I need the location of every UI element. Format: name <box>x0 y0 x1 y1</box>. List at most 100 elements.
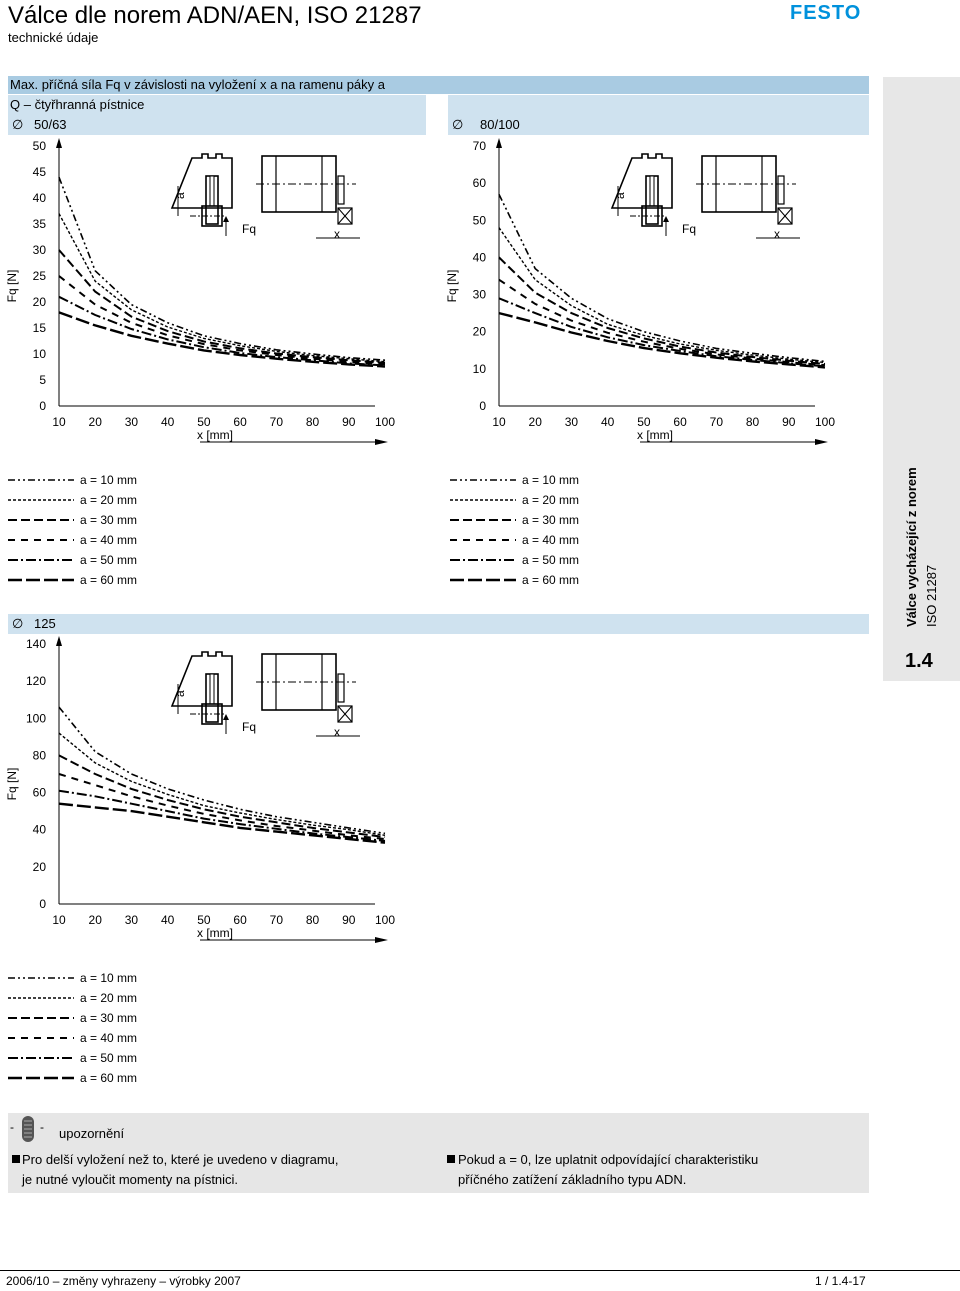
logo-text: FESTO <box>790 2 861 22</box>
x-axis-arrow-icon <box>375 439 388 445</box>
legend-label-5: a = 50 mm <box>80 553 137 567</box>
y-tick-label: 40 <box>473 250 487 264</box>
x-tick-label: 100 <box>375 913 395 927</box>
y-tick-label: 15 <box>33 321 47 335</box>
y-tick-label: 60 <box>473 176 487 190</box>
x-tick-label: 60 <box>673 415 687 429</box>
warning-label: upozornění <box>59 1126 125 1141</box>
y-axis-label: Fq [N] <box>5 768 19 801</box>
y-tick-label: 140 <box>26 637 46 651</box>
series-line-4 <box>58 773 386 840</box>
size-label-b: 80/100 <box>480 117 520 132</box>
sketch-x-label: x <box>334 227 340 241</box>
x-tick-label: 60 <box>233 415 247 429</box>
x-tick-label: 70 <box>270 415 284 429</box>
legend-125: a = 10 mm a = 20 mm a = 30 mm a = 40 mm a = … <box>8 971 137 1085</box>
x-tick-label: 90 <box>782 415 796 429</box>
sketch-a-label: a <box>173 690 187 697</box>
legend-label-1: a = 10 mm <box>80 971 137 985</box>
legend-label-2: a = 20 mm <box>80 493 137 507</box>
cylinder-sketch-icon: a Fq x <box>610 153 800 241</box>
diameter-icon: ∅ <box>12 117 24 132</box>
x-tick-label: 30 <box>125 913 139 927</box>
x-tick-label: 100 <box>375 415 395 429</box>
legend-label-3: a = 30 mm <box>522 513 579 527</box>
y-tick-label: 20 <box>33 860 47 874</box>
chapter-number: 1.4 <box>905 650 933 672</box>
sketch-a-label: a <box>613 192 627 199</box>
x-axis-label: x [mm] <box>197 926 233 940</box>
y-tick-label: 0 <box>479 399 486 413</box>
y-axis-label: Fq [N] <box>5 270 19 303</box>
x-tick-label: 40 <box>601 415 615 429</box>
x-tick-label: 10 <box>52 913 66 927</box>
y-tick-label: 30 <box>473 288 487 302</box>
x-tick-label: 50 <box>197 913 211 927</box>
size-label-c: 125 <box>34 616 56 631</box>
series-line-1 <box>58 706 386 835</box>
diameter-icon: ∅ <box>452 117 464 132</box>
x-tick-label: 100 <box>815 415 835 429</box>
y-tick-label: 45 <box>33 165 47 179</box>
chart-50-63: 0 5 10 15 20 25 30 35 40 45 50 10 20 30 40 50 60 70 80 90 10… <box>5 138 395 445</box>
y-tick-label: 30 <box>33 243 47 257</box>
series-line-2 <box>58 732 386 836</box>
x-tick-label: 60 <box>233 913 247 927</box>
sketch-fq-label: Fq <box>682 222 696 236</box>
warning-icon: - - <box>10 1116 44 1142</box>
y-tick-label: 80 <box>33 748 47 762</box>
side-tab-title: Válce vycházející z norem <box>904 467 919 627</box>
x-tick-label: 80 <box>306 415 320 429</box>
size-band-b: ∅ 80/100 <box>448 95 869 135</box>
series-line-6 <box>58 311 386 368</box>
legend-label-5: a = 50 mm <box>80 1051 137 1065</box>
sketch-a-label: a <box>173 192 187 199</box>
y-axis-arrow-icon <box>56 636 62 646</box>
series-line-4 <box>498 278 826 367</box>
size-band-c: ∅ 125 <box>8 614 869 634</box>
series-line-4 <box>58 275 386 366</box>
y-tick-label: 100 <box>26 711 46 725</box>
y-axis-arrow-icon <box>56 138 62 148</box>
x-tick-label: 50 <box>637 415 651 429</box>
legend-label-4: a = 40 mm <box>522 533 579 547</box>
chart-80-100: 0 10 20 30 40 50 60 70 10 20 30 40 50 60 70 80 90 100 x [m… <box>445 138 835 445</box>
note-right-line2: příčného zatížení základního typu ADN. <box>458 1172 687 1187</box>
page-subtitle: technické údaje <box>8 30 99 45</box>
x-axis-label: x [mm] <box>637 428 673 442</box>
note-left-line1: Pro delší vyložení než to, které je uved… <box>22 1152 339 1167</box>
y-tick-label: 60 <box>33 786 47 800</box>
x-tick-label: 50 <box>197 415 211 429</box>
x-tick-label: 20 <box>529 415 543 429</box>
size-label-a: 50/63 <box>34 117 67 132</box>
x-tick-label: 10 <box>52 415 66 429</box>
series-line-3 <box>58 249 386 364</box>
y-tick-label: 40 <box>33 823 47 837</box>
legend-label-3: a = 30 mm <box>80 513 137 527</box>
y-tick-label: 120 <box>26 674 46 688</box>
legend-label-4: a = 40 mm <box>80 533 137 547</box>
legend-label-2: a = 20 mm <box>522 493 579 507</box>
legend-50-63: a = 10 mm a = 20 mm a = 30 mm a = 40 mm a = … <box>8 473 137 587</box>
legend-80-100: a = 10 mm a = 20 mm a = 30 mm a = 40 mm a = … <box>450 473 579 587</box>
y-tick-label: 20 <box>473 325 487 339</box>
cylinder-sketch-icon: a Fq x <box>170 651 360 739</box>
notes-box: - - upozornění Pro delší vyložení než to… <box>8 1113 869 1193</box>
series-line-3 <box>58 754 386 839</box>
series-line-6 <box>58 802 386 844</box>
y-tick-label: 50 <box>473 213 487 227</box>
variant-label: Q – čtyřhranná pístnice <box>10 97 145 112</box>
y-tick-label: 50 <box>33 139 47 153</box>
cylinder-sketch-icon: a Fq x <box>170 153 360 241</box>
y-axis-label: Fq [N] <box>445 270 459 303</box>
x-tick-label: 70 <box>270 913 284 927</box>
y-tick-label: 0 <box>39 897 46 911</box>
series-line-1 <box>58 176 386 361</box>
series-line-1 <box>498 193 826 363</box>
x-tick-label: 10 <box>492 415 506 429</box>
x-tick-label: 90 <box>342 415 356 429</box>
legend-label-1: a = 10 mm <box>80 473 137 487</box>
legend-label-1: a = 10 mm <box>522 473 579 487</box>
x-tick-label: 30 <box>565 415 579 429</box>
y-tick-label: 70 <box>473 139 487 153</box>
